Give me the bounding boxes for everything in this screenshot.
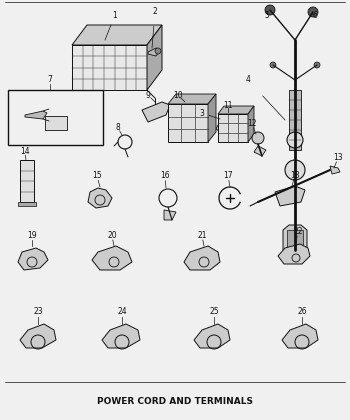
Text: 26: 26 xyxy=(297,307,307,317)
Polygon shape xyxy=(330,166,340,174)
Text: 8: 8 xyxy=(116,123,120,132)
Polygon shape xyxy=(278,244,310,264)
Polygon shape xyxy=(142,102,170,122)
Text: 13: 13 xyxy=(333,153,343,163)
Polygon shape xyxy=(282,324,318,348)
Text: 6: 6 xyxy=(313,10,317,19)
Polygon shape xyxy=(218,106,254,114)
Text: 24: 24 xyxy=(117,307,127,317)
Bar xyxy=(20,160,34,202)
Text: 14: 14 xyxy=(20,147,30,157)
Bar xyxy=(155,104,165,108)
Polygon shape xyxy=(248,106,254,142)
Polygon shape xyxy=(208,94,216,142)
Text: 19: 19 xyxy=(27,231,37,241)
Text: 5: 5 xyxy=(265,10,270,19)
Circle shape xyxy=(287,132,303,148)
Bar xyxy=(218,114,248,142)
Text: 17: 17 xyxy=(223,171,233,181)
Polygon shape xyxy=(147,25,162,90)
Polygon shape xyxy=(216,117,236,133)
Polygon shape xyxy=(92,246,132,270)
Text: 2: 2 xyxy=(153,8,158,16)
Text: 3: 3 xyxy=(199,108,204,118)
Polygon shape xyxy=(148,48,160,56)
Bar xyxy=(18,202,36,206)
Text: 20: 20 xyxy=(107,231,117,241)
Circle shape xyxy=(155,48,161,54)
Polygon shape xyxy=(254,146,266,156)
Bar xyxy=(289,90,301,150)
Polygon shape xyxy=(88,188,112,208)
Polygon shape xyxy=(194,324,230,348)
Text: 12: 12 xyxy=(247,120,257,129)
Polygon shape xyxy=(20,324,56,348)
Text: 1: 1 xyxy=(113,10,117,19)
Circle shape xyxy=(314,62,320,68)
Text: 23: 23 xyxy=(33,307,43,317)
Circle shape xyxy=(285,160,305,180)
Text: 16: 16 xyxy=(160,171,170,181)
Text: 4: 4 xyxy=(246,76,251,84)
Polygon shape xyxy=(102,324,140,348)
Text: 21: 21 xyxy=(197,231,207,241)
Polygon shape xyxy=(18,248,48,270)
Text: POWER CORD AND TERMINALS: POWER CORD AND TERMINALS xyxy=(97,397,253,407)
Text: 18: 18 xyxy=(290,171,300,179)
Bar xyxy=(72,45,147,90)
Polygon shape xyxy=(275,186,305,206)
Bar xyxy=(287,230,303,250)
Polygon shape xyxy=(164,210,176,220)
Polygon shape xyxy=(184,246,220,270)
Polygon shape xyxy=(283,225,307,250)
Bar xyxy=(168,104,208,142)
Text: 11: 11 xyxy=(223,100,233,110)
Text: 15: 15 xyxy=(92,171,102,181)
Text: 25: 25 xyxy=(209,307,219,317)
Text: 22: 22 xyxy=(293,228,303,236)
Circle shape xyxy=(252,132,264,144)
Circle shape xyxy=(308,7,318,17)
Text: 9: 9 xyxy=(146,90,150,100)
Text: 10: 10 xyxy=(173,90,183,100)
Polygon shape xyxy=(25,111,47,119)
Circle shape xyxy=(270,62,276,68)
Polygon shape xyxy=(168,94,216,104)
Bar xyxy=(45,116,67,130)
Text: 7: 7 xyxy=(48,76,52,84)
Circle shape xyxy=(265,5,275,15)
Polygon shape xyxy=(72,25,162,45)
Bar xyxy=(8,90,103,145)
